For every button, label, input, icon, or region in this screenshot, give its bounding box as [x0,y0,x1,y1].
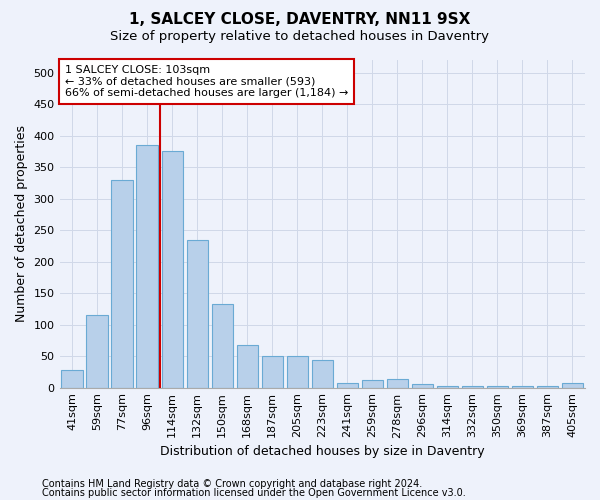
Text: 1, SALCEY CLOSE, DAVENTRY, NN11 9SX: 1, SALCEY CLOSE, DAVENTRY, NN11 9SX [130,12,470,28]
Bar [537,386,558,388]
Bar [437,386,458,388]
Bar [311,360,333,388]
Bar [487,386,508,388]
Bar [187,240,208,388]
Bar [512,386,533,388]
Y-axis label: Number of detached properties: Number of detached properties [15,126,28,322]
Bar [462,386,483,388]
Bar [287,356,308,388]
Bar [562,383,583,388]
Text: Contains public sector information licensed under the Open Government Licence v3: Contains public sector information licen… [42,488,466,498]
Bar [387,380,408,388]
Bar [412,384,433,388]
X-axis label: Distribution of detached houses by size in Daventry: Distribution of detached houses by size … [160,444,485,458]
Bar [161,152,183,388]
Text: Size of property relative to detached houses in Daventry: Size of property relative to detached ho… [110,30,490,43]
Bar [136,145,158,388]
Bar [262,356,283,388]
Bar [86,315,108,388]
Text: Contains HM Land Registry data © Crown copyright and database right 2024.: Contains HM Land Registry data © Crown c… [42,479,422,489]
Bar [362,380,383,388]
Bar [61,370,83,388]
Bar [112,180,133,388]
Text: 1 SALCEY CLOSE: 103sqm
← 33% of detached houses are smaller (593)
66% of semi-de: 1 SALCEY CLOSE: 103sqm ← 33% of detached… [65,65,348,98]
Bar [337,383,358,388]
Bar [236,344,258,388]
Bar [212,304,233,388]
